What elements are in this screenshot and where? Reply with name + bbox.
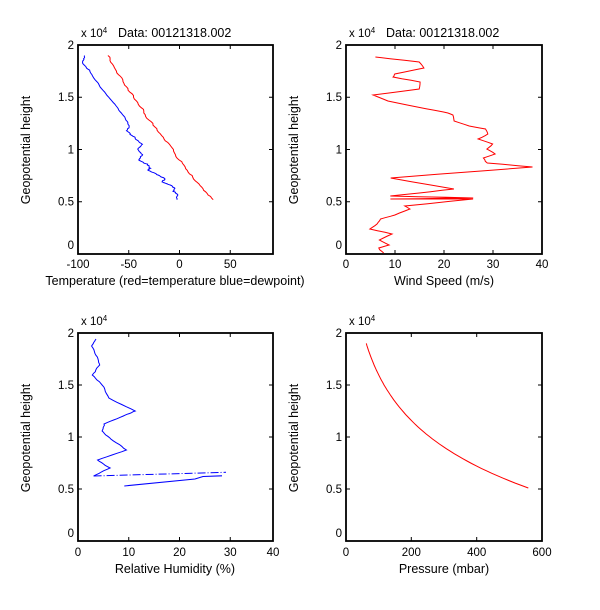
svg-text:20: 20: [173, 547, 186, 559]
svg-text:2: 2: [336, 328, 342, 340]
svg-text:1.5: 1.5: [58, 92, 74, 104]
svg-text:1: 1: [336, 145, 342, 157]
svg-text:30: 30: [487, 259, 500, 271]
svg-text:10: 10: [389, 259, 402, 271]
svg-text:2: 2: [68, 328, 74, 340]
svg-text:40: 40: [267, 547, 280, 559]
svg-text:0: 0: [343, 547, 349, 559]
svg-text:Pressure (mbar): Pressure (mbar): [399, 562, 489, 576]
svg-text:Geopotential height: Geopotential height: [287, 383, 301, 492]
svg-text:1: 1: [68, 145, 74, 157]
svg-text:-100: -100: [66, 259, 89, 271]
svg-text:0: 0: [336, 528, 342, 540]
svg-text:Geopotential height: Geopotential height: [19, 95, 33, 204]
svg-text:0.5: 0.5: [58, 484, 74, 496]
svg-text:1.5: 1.5: [58, 380, 74, 392]
svg-text:1: 1: [336, 432, 342, 444]
svg-text:0.5: 0.5: [326, 484, 342, 496]
svg-text:0: 0: [68, 528, 74, 540]
svg-text:Temperature (red=temperature b: Temperature (red=temperature blue=dewpoi…: [45, 274, 304, 288]
svg-text:50: 50: [224, 259, 237, 271]
svg-text:Geopotential height: Geopotential height: [287, 95, 301, 204]
svg-text:Wind Speed (m/s): Wind Speed (m/s): [394, 274, 494, 288]
svg-text:10: 10: [122, 547, 135, 559]
svg-text:2: 2: [336, 40, 342, 52]
svg-text:600: 600: [532, 547, 551, 559]
svg-text:2: 2: [68, 40, 74, 52]
svg-text:Data: 00121318.002: Data: 00121318.002: [118, 26, 231, 40]
svg-text:20: 20: [438, 259, 451, 271]
svg-text:Data: 00121318.002: Data: 00121318.002: [386, 26, 499, 40]
svg-text:0: 0: [336, 240, 342, 252]
svg-text:0: 0: [176, 259, 182, 271]
svg-text:0: 0: [68, 240, 74, 252]
svg-text:40: 40: [536, 259, 549, 271]
svg-text:0: 0: [75, 547, 81, 559]
svg-text:Relative Humidity (%): Relative Humidity (%): [115, 562, 235, 576]
svg-text:0: 0: [343, 259, 349, 271]
svg-text:0.5: 0.5: [326, 197, 342, 209]
svg-text:1.5: 1.5: [326, 92, 342, 104]
svg-text:1.5: 1.5: [326, 380, 342, 392]
svg-text:400: 400: [467, 547, 486, 559]
svg-text:Geopotential height: Geopotential height: [19, 383, 33, 492]
svg-text:1: 1: [68, 432, 74, 444]
svg-text:0.5: 0.5: [58, 197, 74, 209]
svg-text:200: 200: [402, 547, 421, 559]
svg-text:-50: -50: [120, 259, 137, 271]
svg-text:30: 30: [224, 547, 237, 559]
